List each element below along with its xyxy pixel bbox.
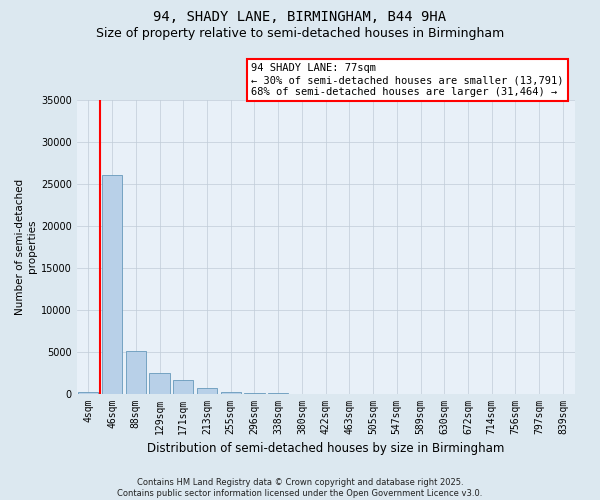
Text: Size of property relative to semi-detached houses in Birmingham: Size of property relative to semi-detach… [96, 28, 504, 40]
Bar [78, 392, 98, 394]
Bar [126, 350, 146, 394]
Text: 94 SHADY LANE: 77sqm
← 30% of semi-detached houses are smaller (13,791)
68% of s: 94 SHADY LANE: 77sqm ← 30% of semi-detac… [251, 64, 563, 96]
Text: Contains HM Land Registry data © Crown copyright and database right 2025.
Contai: Contains HM Land Registry data © Crown c… [118, 478, 482, 498]
Bar [149, 372, 170, 394]
Text: 94, SHADY LANE, BIRMINGHAM, B44 9HA: 94, SHADY LANE, BIRMINGHAM, B44 9HA [154, 10, 446, 24]
Bar [221, 392, 241, 394]
Bar [173, 380, 193, 394]
Bar [197, 388, 217, 394]
Y-axis label: Number of semi-detached
properties: Number of semi-detached properties [15, 178, 37, 314]
Bar [102, 175, 122, 394]
X-axis label: Distribution of semi-detached houses by size in Birmingham: Distribution of semi-detached houses by … [147, 442, 505, 455]
Bar [244, 392, 265, 394]
